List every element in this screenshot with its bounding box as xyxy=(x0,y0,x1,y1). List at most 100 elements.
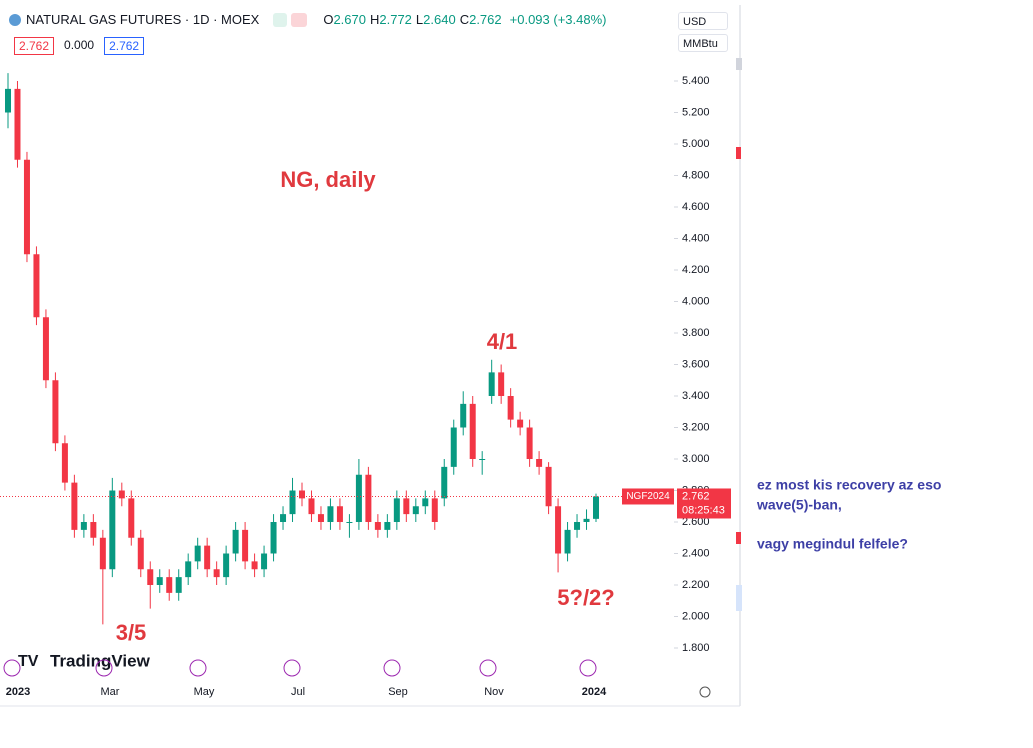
ohlc-value: 2.762 xyxy=(469,12,502,27)
candle-body xyxy=(80,522,87,530)
replay-icon[interactable] xyxy=(95,659,113,677)
candle-body xyxy=(403,498,410,515)
candle-body xyxy=(317,514,324,522)
marker xyxy=(736,532,741,544)
y-tick-label: 1.800 xyxy=(682,642,710,654)
y-tick-label: 4.400 xyxy=(682,232,710,244)
logo-mark: TV xyxy=(18,653,39,670)
candle-body xyxy=(384,522,391,530)
price-tag xyxy=(677,488,731,519)
toggle[interactable] xyxy=(273,12,288,27)
candle-body xyxy=(147,569,154,585)
candle-body xyxy=(90,522,97,538)
candle-body xyxy=(555,506,562,554)
y-tick-label: 2.200 xyxy=(682,579,710,591)
replay-icon[interactable] xyxy=(383,659,401,677)
candle-body xyxy=(422,498,429,507)
settings-icon[interactable] xyxy=(699,686,711,698)
y-tick-label: 3.600 xyxy=(682,358,710,370)
ohlc-value: 2.670 xyxy=(333,12,366,27)
candle-body xyxy=(261,553,268,570)
y-tick-label: 2.600 xyxy=(682,516,710,528)
x-tick-label: Sep xyxy=(388,686,408,698)
annotation: 3/5 xyxy=(116,620,147,645)
replay-icon[interactable] xyxy=(479,659,497,677)
candle-body xyxy=(194,545,201,562)
replay-icon[interactable] xyxy=(3,659,21,677)
candle-body xyxy=(242,529,249,562)
ohlc-key: O xyxy=(323,12,334,27)
change: +0.093 (+3.48%) xyxy=(509,12,607,27)
ohlc-key: H xyxy=(369,12,380,27)
candle-body xyxy=(42,317,49,381)
y-tick-label: 4.000 xyxy=(682,295,710,307)
y-tick-label: 4.600 xyxy=(682,201,710,213)
x-tick-label: 2023 xyxy=(6,686,30,698)
panel xyxy=(0,0,740,706)
candle-body xyxy=(308,498,315,515)
candle-body xyxy=(23,159,30,255)
candle-body xyxy=(374,522,381,530)
marker xyxy=(736,147,741,159)
candle-body xyxy=(574,522,581,530)
candle-body xyxy=(327,506,334,522)
replay-icon[interactable] xyxy=(283,659,301,677)
y-tick-label: 3.200 xyxy=(682,421,710,433)
candle-body xyxy=(128,498,135,538)
y-tick-label: 4.200 xyxy=(682,264,710,276)
candle-body xyxy=(365,474,372,522)
x-tick-label: Mar xyxy=(101,686,120,698)
ohlc-value: 2.640 xyxy=(423,12,456,27)
ohlc-value: 2.772 xyxy=(379,12,412,27)
replay-icon[interactable] xyxy=(579,659,597,677)
candle-body xyxy=(137,537,144,570)
candle-body xyxy=(175,577,182,593)
unit-select[interactable]: MMBtu xyxy=(678,34,728,52)
price-tag-label: 2.762 xyxy=(682,490,710,502)
x-tick-label: 2024 xyxy=(582,686,607,698)
symbol-tag-label: NGF2024 xyxy=(626,491,670,502)
candle-body xyxy=(14,88,21,160)
candle-body xyxy=(488,372,495,396)
candle-body xyxy=(479,459,486,460)
x-tick-label: Jul xyxy=(291,686,305,698)
candle-body xyxy=(355,474,362,522)
candle-body xyxy=(33,254,40,318)
toggle[interactable] xyxy=(291,12,308,27)
header: NATURAL GAS FUTURES · 1D · MOEX O 2.670 H 2… xyxy=(8,12,611,27)
y-tick-label: 5.200 xyxy=(682,106,710,118)
ohlc-key: C xyxy=(459,12,470,27)
candle-body xyxy=(441,466,448,499)
candle-body xyxy=(118,490,125,499)
replay-icon[interactable] xyxy=(189,659,207,677)
candle-body xyxy=(593,496,599,519)
candle-body xyxy=(431,498,438,522)
candle-body xyxy=(204,545,211,570)
candle-body xyxy=(450,427,457,467)
y-tick-label: 5.000 xyxy=(682,138,710,150)
candle-body xyxy=(185,561,192,578)
candle-body xyxy=(166,577,173,593)
y-tick-label: 3.800 xyxy=(682,327,710,339)
candle-body xyxy=(460,403,467,428)
price-boxes: 2.762 0.000 2.762 xyxy=(14,37,145,55)
symbol: NATURAL GAS FUTURES · 1D · MOEX xyxy=(26,12,260,27)
candle-body xyxy=(223,553,230,578)
annotation: 4/1 xyxy=(487,329,518,354)
spread: 0.000 xyxy=(64,38,95,52)
symbol-tag xyxy=(622,488,674,505)
currency-select[interactable]: USD xyxy=(678,12,728,30)
candle-body xyxy=(232,529,239,554)
comment: wave(5)-ban, xyxy=(756,497,842,513)
y-tick-label: 2.000 xyxy=(682,610,710,622)
x-tick-label: May xyxy=(194,686,215,698)
candle-body xyxy=(412,506,419,515)
candle-body xyxy=(346,522,353,523)
candle-body xyxy=(517,419,524,428)
candle-body xyxy=(526,427,533,459)
candle-body xyxy=(213,569,220,578)
candle-body xyxy=(498,372,505,396)
ohlc-key: L xyxy=(415,12,424,27)
